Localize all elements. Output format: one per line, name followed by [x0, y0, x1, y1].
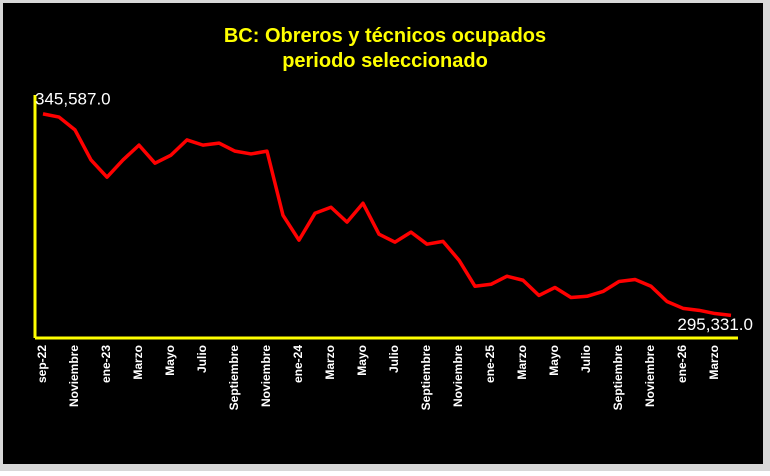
- x-tick-label: Mayo: [355, 345, 369, 376]
- x-tick-label: sep-22: [35, 345, 49, 383]
- data-label: 345,587.0: [35, 89, 111, 108]
- x-tick-label: Noviembre: [67, 345, 81, 407]
- data-label: 295,331.0: [677, 315, 753, 334]
- chart-title: BC: Obreros y técnicos ocupados: [224, 25, 546, 47]
- x-tick-label: Julio: [579, 345, 593, 373]
- x-tick-label: Marzo: [707, 345, 721, 380]
- x-tick-label: ene-23: [99, 345, 113, 383]
- x-tick-label: Noviembre: [451, 345, 465, 407]
- x-tick-label: Mayo: [163, 345, 177, 376]
- x-tick-label: Noviembre: [259, 345, 273, 407]
- x-tick-label: ene-24: [291, 345, 305, 383]
- x-tick-label: Noviembre: [643, 345, 657, 407]
- x-tick-label: Septiembre: [611, 345, 625, 411]
- x-tick-label: Marzo: [131, 345, 145, 380]
- x-tick-label: ene-26: [675, 345, 689, 383]
- data-line: [42, 112, 732, 318]
- chart-subtitle: periodo seleccionado: [282, 50, 488, 72]
- x-tick-label: ene-25: [483, 345, 497, 383]
- x-tick-label: Marzo: [515, 345, 529, 380]
- x-tick-label: Septiembre: [227, 345, 241, 411]
- chart-background: [3, 3, 763, 464]
- x-tick-label: Marzo: [323, 345, 337, 380]
- x-tick-label: Septiembre: [419, 345, 433, 411]
- x-tick-label: Julio: [387, 345, 401, 373]
- x-tick-label: Julio: [195, 345, 209, 373]
- x-tick-label: Mayo: [547, 345, 561, 376]
